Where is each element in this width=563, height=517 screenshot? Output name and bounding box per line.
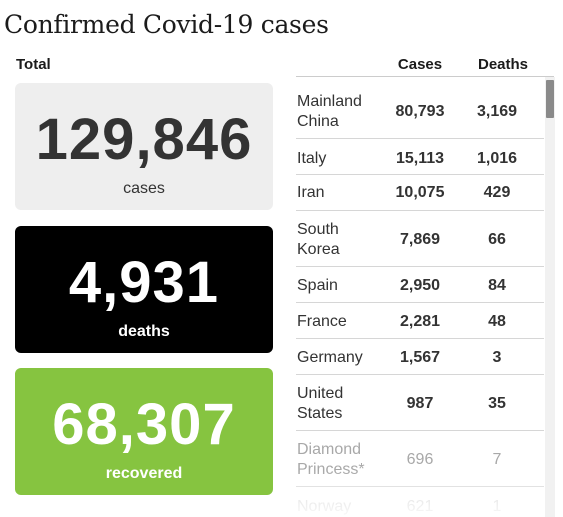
page-title: Confirmed Covid-19 cases [4,10,329,39]
country-name: France [297,313,347,330]
cases-cell: 621 [406,498,434,515]
table-scrollbar-thumb[interactable] [546,80,554,118]
country-table[interactable]: Mainland China 80,793 3,169 Italy 15,113… [296,77,556,517]
total-cases-value: 129,846 [35,107,253,172]
country-name-line1: United [297,385,344,402]
table-row: Norway 621 1 [296,487,544,517]
deaths-cell: 7 [492,451,502,468]
deaths-cell: 3,169 [476,103,518,120]
deaths-cell: 1,016 [476,150,518,167]
country-name: Spain [297,277,338,294]
table-row: United States 987 35 [296,375,544,431]
cases-cell: 1,567 [399,349,441,366]
country-name-line2: Princess* [297,461,365,478]
country-name-line1: Mainland [297,93,362,110]
total-deaths-label: deaths [118,323,170,340]
table-row: Germany 1,567 3 [296,339,544,375]
country-name: United States [297,384,387,424]
table-row: Mainland China 80,793 3,169 [296,77,544,139]
country-name: Germany [297,349,363,366]
deaths-cell: 84 [488,277,506,294]
total-cases-card: 129,846 cases [15,83,273,210]
deaths-cell: 3 [492,349,502,366]
country-name-line2: Korea [297,241,340,258]
total-recovered-card: 68,307 recovered [15,368,273,495]
country-name-line2: China [297,113,339,130]
country-name: Iran [297,184,325,201]
cases-cell: 2,950 [399,277,441,294]
cases-cell: 15,113 [395,150,445,167]
total-cases-label: cases [123,180,165,197]
total-recovered-label: recovered [105,465,183,482]
country-name: Diamond Princess* [297,440,387,480]
table-scrollbar[interactable] [545,77,555,517]
cases-cell: 10,075 [395,184,445,201]
total-deaths-card: 4,931 deaths [15,226,273,353]
cases-cell: 696 [406,451,434,468]
deaths-cell: 35 [488,395,506,412]
deaths-cell: 1 [492,498,502,515]
total-deaths-value: 4,931 [68,250,220,315]
table-row: South Korea 7,869 66 [296,211,544,267]
country-name: Norway [297,498,352,515]
cases-cell: 80,793 [395,103,445,120]
cases-cell: 987 [406,395,434,412]
total-label: Total [16,56,51,73]
table-row: Spain 2,950 84 [296,267,544,303]
country-name: South Korea [297,220,387,260]
cases-cell: 2,281 [399,313,441,330]
total-recovered-value: 68,307 [52,392,236,457]
table-row: Italy 15,113 1,016 [296,139,544,175]
cases-cell: 7,869 [399,231,441,248]
country-name: Italy [297,150,327,167]
table-row: France 2,281 48 [296,303,544,339]
column-header-cases: Cases [397,56,443,73]
table-row: Iran 10,075 429 [296,175,544,211]
country-name: Mainland China [297,92,387,132]
country-name-line1: Diamond [297,441,362,458]
column-header-deaths: Deaths [477,56,529,73]
deaths-cell: 48 [488,313,506,330]
deaths-cell: 66 [488,231,506,248]
country-name-line1: South [297,221,339,238]
country-name-line2: States [297,405,343,422]
header-divider [296,76,554,77]
deaths-cell: 429 [483,184,511,201]
table-row: Diamond Princess* 696 7 [296,431,544,487]
